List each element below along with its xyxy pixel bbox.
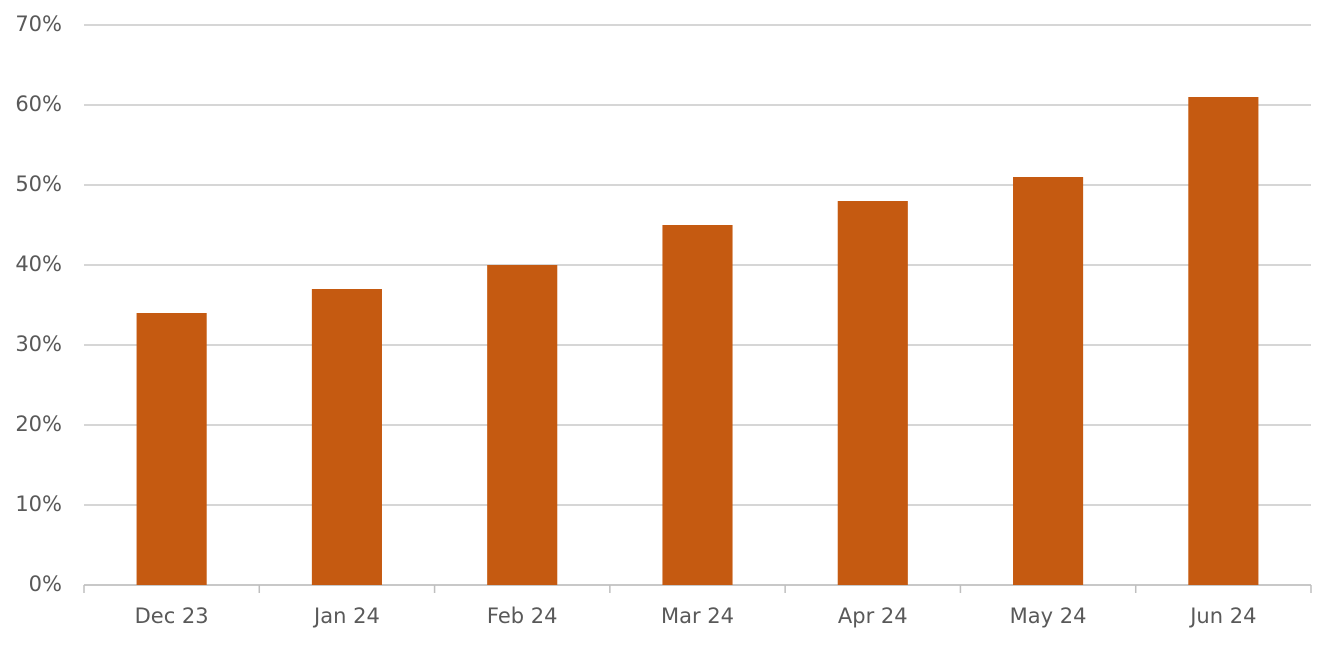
x-tick-label: Dec 23	[135, 604, 209, 628]
bar	[136, 313, 207, 585]
x-tick-label: Jun 24	[1188, 604, 1256, 628]
bar	[662, 225, 733, 585]
y-tick-label: 60%	[15, 92, 62, 116]
bar	[487, 265, 558, 585]
bar	[1188, 97, 1259, 585]
y-tick-label: 30%	[15, 332, 62, 356]
y-tick-label: 0%	[29, 572, 62, 596]
y-tick-label: 40%	[15, 252, 62, 276]
y-tick-label: 10%	[15, 492, 62, 516]
x-tick-label: May 24	[1010, 604, 1087, 628]
bar	[837, 201, 908, 585]
bar	[311, 289, 382, 585]
y-tick-label: 20%	[15, 412, 62, 436]
x-tick-label: Mar 24	[661, 604, 734, 628]
x-tick-label: Feb 24	[487, 604, 558, 628]
bar	[1013, 177, 1084, 585]
y-tick-label: 50%	[15, 172, 62, 196]
x-tick-label: Apr 24	[838, 604, 908, 628]
y-tick-label: 70%	[15, 12, 62, 36]
x-tick-label: Jan 24	[312, 604, 380, 628]
